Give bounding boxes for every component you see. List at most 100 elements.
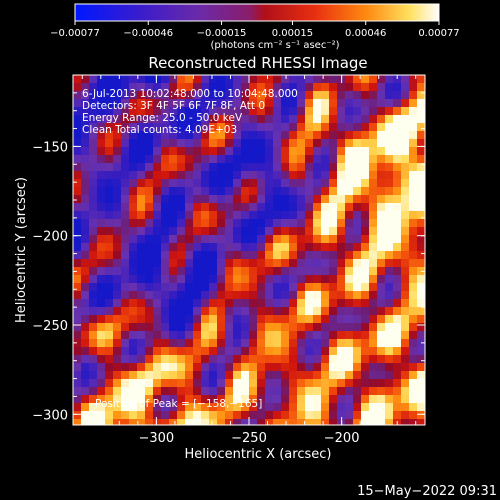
- heatmap-cell: [121, 163, 129, 171]
- heatmap-cell: [201, 147, 209, 155]
- heatmap-cell: [89, 411, 97, 419]
- heatmap-cell: [193, 107, 201, 115]
- heatmap-cell: [169, 131, 177, 139]
- heatmap-cell: [185, 99, 193, 107]
- heatmap-cell: [177, 387, 185, 395]
- heatmap-cell: [129, 403, 137, 411]
- heatmap-cell: [153, 315, 161, 323]
- heatmap-cell: [145, 219, 153, 227]
- heatmap-cell: [329, 315, 337, 323]
- heatmap-cell: [329, 283, 337, 291]
- heatmap-cell: [377, 371, 385, 379]
- heatmap-cell: [233, 347, 241, 355]
- heatmap-cell: [161, 171, 169, 179]
- heatmap-cell: [241, 115, 249, 123]
- heatmap-cell: [153, 331, 161, 339]
- y-tick-label: −150: [32, 140, 68, 155]
- heatmap-cell: [145, 139, 153, 147]
- heatmap-cell: [209, 371, 217, 379]
- heatmap-cell: [241, 291, 249, 299]
- heatmap-cell: [217, 115, 225, 123]
- heatmap-cell: [297, 331, 305, 339]
- heatmap-cell: [161, 75, 169, 83]
- heatmap-cell: [137, 363, 145, 371]
- heatmap-cell: [185, 251, 193, 259]
- heatmap-cell: [273, 219, 281, 227]
- heatmap-cell: [361, 107, 369, 115]
- heatmap-cell: [361, 75, 369, 83]
- heatmap-cell: [89, 211, 97, 219]
- heatmap-cell: [249, 403, 257, 411]
- heatmap-cell: [161, 91, 169, 99]
- heatmap-cell: [105, 411, 113, 419]
- heatmap-cell: [153, 187, 161, 195]
- heatmap-cell: [121, 363, 129, 371]
- heatmap-cell: [121, 395, 129, 403]
- heatmap-cell: [321, 283, 329, 291]
- heatmap-cell: [249, 179, 257, 187]
- heatmap-cell: [401, 411, 409, 419]
- heatmap-cell: [153, 107, 161, 115]
- heatmap-cell: [257, 259, 265, 267]
- heatmap-cell: [273, 195, 281, 203]
- heatmap-cell: [257, 347, 265, 355]
- heatmap-cell: [417, 211, 425, 219]
- heatmap-cell: [201, 227, 209, 235]
- heatmap-cell: [129, 291, 137, 299]
- heatmap-cell: [193, 331, 201, 339]
- heatmap-cell: [417, 323, 425, 331]
- heatmap-cell: [129, 387, 137, 395]
- heatmap-cell: [257, 419, 265, 425]
- heatmap-cell: [217, 323, 225, 331]
- heatmap-cell: [353, 179, 361, 187]
- heatmap-cell: [233, 131, 241, 139]
- heatmap-cell: [161, 275, 169, 283]
- heatmap-cell: [145, 339, 153, 347]
- heatmap-cell: [305, 387, 313, 395]
- heatmap-cell: [353, 131, 361, 139]
- heatmap-cell: [225, 195, 233, 203]
- heatmap-cell: [113, 379, 121, 387]
- heatmap-cell: [121, 283, 129, 291]
- heatmap-cell: [73, 219, 81, 227]
- heatmap-cell: [121, 419, 129, 425]
- heatmap-cell: [145, 203, 153, 211]
- heatmap-cell: [249, 227, 257, 235]
- heatmap-cell: [369, 419, 377, 425]
- heatmap-cell: [249, 331, 257, 339]
- heatmap-cell: [289, 179, 297, 187]
- heatmap-cell: [233, 219, 241, 227]
- heatmap-cell: [217, 251, 225, 259]
- heatmap-cell: [337, 227, 345, 235]
- heatmap-cell: [201, 203, 209, 211]
- heatmap-cell: [185, 115, 193, 123]
- heatmap-cell: [225, 155, 233, 163]
- x-tick-label: −200: [324, 431, 360, 446]
- heatmap-cell: [249, 163, 257, 171]
- heatmap-cell: [305, 339, 313, 347]
- heatmap-cell: [281, 139, 289, 147]
- heatmap-cell: [329, 219, 337, 227]
- heatmap-cell: [289, 395, 297, 403]
- heatmap-cell: [137, 315, 145, 323]
- heatmap-cell: [393, 259, 401, 267]
- heatmap-cell: [377, 139, 385, 147]
- heatmap-cell: [281, 99, 289, 107]
- heatmap-cell: [249, 419, 257, 425]
- heatmap-cell: [361, 331, 369, 339]
- heatmap-cell: [385, 227, 393, 235]
- heatmap-cell: [417, 419, 425, 425]
- heatmap-cell: [241, 179, 249, 187]
- heatmap-cell: [417, 379, 425, 387]
- heatmap-cell: [161, 259, 169, 267]
- heatmap-cell: [361, 339, 369, 347]
- heatmap-cell: [185, 387, 193, 395]
- heatmap-cell: [81, 243, 89, 251]
- heatmap-cell: [201, 403, 209, 411]
- heatmap-cell: [265, 411, 273, 419]
- heatmap-cell: [305, 371, 313, 379]
- heatmap-cell: [385, 419, 393, 425]
- heatmap-cell: [305, 219, 313, 227]
- heatmap-cell: [249, 243, 257, 251]
- heatmap-cell: [361, 211, 369, 219]
